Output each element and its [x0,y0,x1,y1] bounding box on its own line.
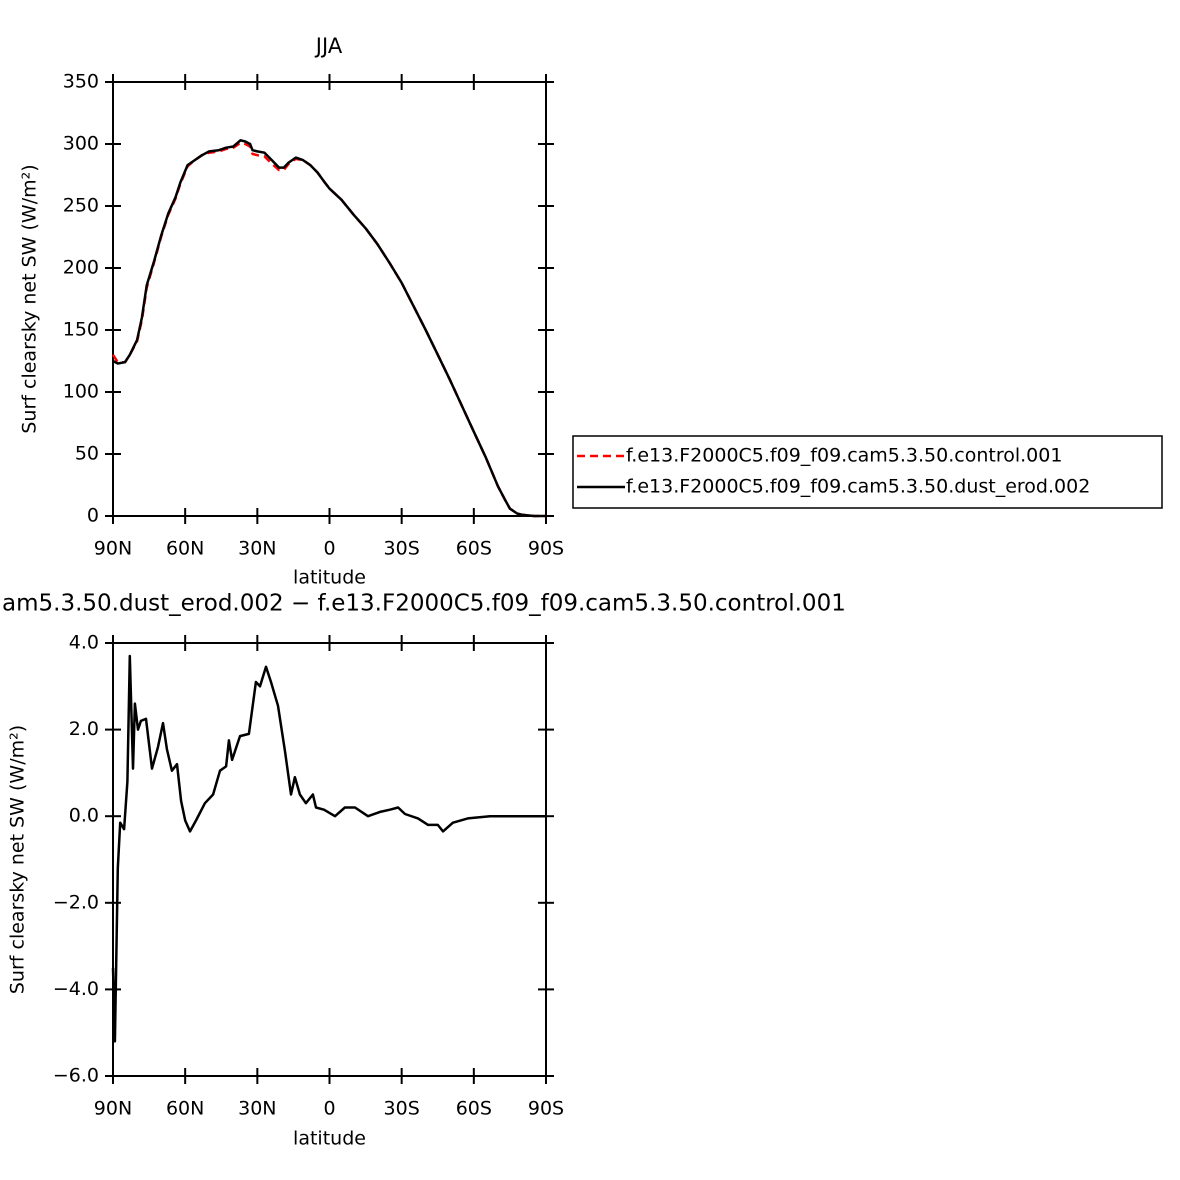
x-tick-label: 60N [166,1098,204,1120]
x-tick-label: 0 [323,1098,335,1120]
y-tick-label: 2.0 [69,718,99,740]
y-tick-label: −6.0 [53,1065,99,1087]
y-tick-label: −2.0 [53,891,99,913]
x-axis-label: latitude [293,567,366,589]
y-axis-label: Surf clearsky net SW (W/m²) [19,164,41,433]
y-tick-label: 100 [63,381,99,403]
y-tick-label: 50 [75,443,99,465]
y-tick-label: 300 [63,133,99,155]
y-tick-label: 350 [63,71,99,93]
x-tick-label: 60N [166,538,204,560]
y-tick-label: 150 [63,319,99,341]
y-tick-label: 250 [63,195,99,217]
y-tick-label: 4.0 [69,632,99,654]
x-tick-label: 90S [528,538,564,560]
x-tick-label: 30N [238,1098,276,1120]
chart-title: am5.3.50.dust_erod.002 − f.e13.F2000C5.f… [2,591,846,617]
x-axis-label: latitude [293,1128,366,1150]
y-tick-label: −4.0 [53,978,99,1000]
legend-box [572,435,1163,509]
plot-frame [112,81,547,517]
data-line [111,654,546,1043]
x-tick-label: 90S [528,1098,564,1120]
plot-frame [112,642,547,1077]
chart-title: JJA [314,34,343,58]
data-line [111,141,546,518]
x-tick-label: 60S [456,1098,492,1120]
data-line [112,139,546,518]
x-tick-label: 90N [94,1098,132,1120]
x-tick-label: 30N [238,538,276,560]
x-tick-label: 0 [323,538,335,560]
x-tick-label: 30S [384,1098,420,1120]
x-tick-label: 90N [94,538,132,560]
legend-label: f.e13.F2000C5.f09_f09.cam5.3.50.dust_ero… [626,476,1090,498]
x-tick-label: 60S [456,538,492,560]
y-tick-label: 0 [87,505,99,527]
y-tick-label: 200 [63,257,99,279]
x-tick-label: 30S [384,538,420,560]
legend-label: f.e13.F2000C5.f09_f09.cam5.3.50.control.… [626,445,1062,467]
y-axis-label: Surf clearsky net SW (W/m²) [7,725,29,994]
y-tick-label: 0.0 [69,805,99,827]
